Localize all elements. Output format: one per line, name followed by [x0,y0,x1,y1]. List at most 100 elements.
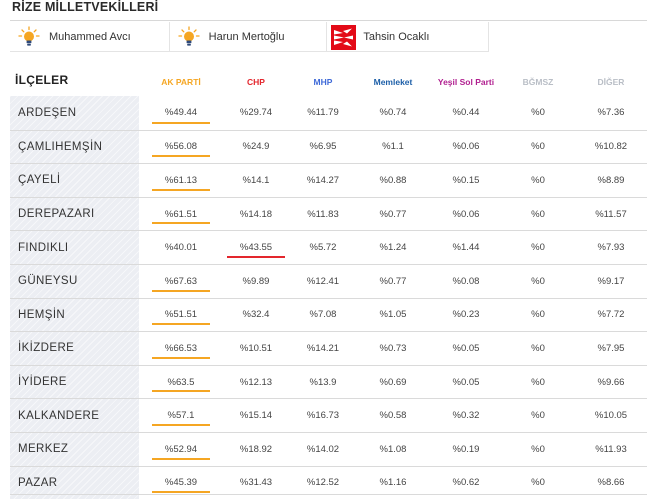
vote-share-yesil-sol-parti: %0.15 [452,174,480,186]
vote-share-bagimsiz: %0 [531,443,545,455]
deputies-strip: Muhammed Avcı Harun Mertoğlu [10,22,489,52]
vote-share-ak-parti: %56.08 [164,141,198,153]
vote-share-bagimsiz: %0 [531,174,545,186]
district-cell: GÜNEYSU [10,264,139,298]
column-header-yesil-sol-parti: Yeşil Sol Parti [437,77,495,87]
vote-share-diger: %8.89 [597,174,625,186]
district-name: DEREPAZARI [18,208,95,221]
vote-share-diger: %11.93 [595,443,627,455]
vote-share-mhp: %14.21 [306,342,340,354]
vote-share-chp: %31.43 [239,477,273,489]
vote-share-mhp: %14.02 [306,443,340,455]
vote-share-yesil-sol-parti: %0.23 [452,309,480,321]
district-cell: ARDEŞEN [10,96,139,130]
vote-share-chp: %14.18 [239,208,273,220]
table-row[interactable]: DEREPAZARI %61.51 %14.18 %11.83 %0.77 %0.06 %0… [10,196,647,231]
deputy-card[interactable]: Tahsin Ocaklı [327,22,488,52]
vote-share-memleket: %1.16 [379,477,407,489]
table-row[interactable]: ÇAMLIHEMŞİN %56.08 %24.9 %6.95 %1.1 %0.06 %0 %1… [10,129,647,164]
table-row[interactable]: GÜNEYSU %67.63 %9.89 %12.41 %0.77 %0.08 %0 %9.1… [10,263,647,298]
table-row[interactable]: İKİZDERE %66.53 %10.51 %14.21 %0.73 %0.05 %0 %7… [10,331,647,365]
vote-share-ak-parti: %45.39 [164,477,198,489]
vote-share-bagimsiz: %0 [531,477,545,489]
table-row[interactable]: FINDIKLI %40.01 %43.55 %5.72 %1.24 %1.44 %0 %7.… [10,230,647,264]
vote-share-memleket: %1.05 [379,309,407,321]
deputy-card[interactable]: Harun Mertoğlu [170,22,328,52]
vote-share-ak-parti: %52.94 [164,443,198,455]
table-row[interactable]: ARDEŞEN %49.44 %29.74 %11.79 %0.74 %0.44 %0 %7.… [10,96,647,130]
district-name: İYİDERE [18,376,67,389]
vote-share-ak-parti: %57.1 [167,410,195,422]
vote-share-yesil-sol-parti: %0.05 [452,376,480,388]
table-row[interactable]: PAZAR %45.39 %31.43 %12.52 %1.16 %0.62 %0 %8.66 [10,465,647,500]
results-table: ARDEŞEN %49.44 %29.74 %11.79 %0.74 %0.44 %0 %7.… [10,96,647,500]
vote-share-memleket: %1.1 [382,141,404,153]
vote-share-diger: %7.95 [597,342,625,354]
vote-share-yesil-sol-parti: %0.08 [452,275,480,287]
district-name: ÇAMLIHEMŞİN [18,140,103,153]
vote-share-bagimsiz: %0 [531,275,545,287]
table-row[interactable]: MERKEZ %52.94 %18.92 %14.02 %1.08 %0.19 %0 %11.… [10,431,647,466]
vote-share-yesil-sol-parti: %0.62 [452,477,480,489]
deputy-name: Muhammed Avcı [49,31,131,43]
vote-share-mhp: %13.9 [309,376,337,388]
vote-share-chp: %10.51 [239,342,273,354]
vote-share-chp: %12.13 [239,376,273,388]
vote-share-chp: %24.9 [242,141,270,153]
vote-share-bagimsiz: %0 [531,208,545,220]
table-row[interactable]: KALKANDERE %57.1 %15.14 %16.73 %0.58 %0.32 %0%… [10,398,647,432]
vote-share-ak-parti: %67.63 [164,275,198,287]
vote-share-chp: %43.55 [239,242,273,254]
district-cell: ÇAYELİ [10,164,139,197]
vote-share-bagimsiz: %0 [531,410,545,422]
district-cell: ÇAMLIHEMŞİN [10,130,139,164]
vote-share-ak-parti: %66.53 [164,342,198,354]
vote-share-mhp: %5.72 [309,242,337,254]
vote-share-mhp: %11.83 [307,208,339,220]
column-header-mhp: MHP [313,77,333,87]
vote-share-diger: %9.66 [597,376,625,388]
column-header-memleket: Memleket [373,77,413,87]
vote-share-memleket: %0.69 [379,376,407,388]
winner-underline [227,255,285,258]
winner-underline [152,188,210,191]
vote-share-memleket: %0.58 [379,410,407,422]
column-header-chp: CHP [247,77,265,87]
vote-share-bagimsiz: %0 [531,342,545,354]
vote-share-diger: %7.72 [597,309,625,321]
deputy-card[interactable]: Muhammed Avcı [10,22,170,52]
vote-share-mhp: %6.95 [309,141,337,153]
vote-share-yesil-sol-parti: %0.05 [452,342,480,354]
vote-share-diger: %7.93 [597,242,625,254]
vote-share-chp: %14.1 [242,174,270,186]
district-cell: HEMŞİN [10,298,139,332]
vote-share-bagimsiz: %0 [531,141,545,153]
winner-underline [152,289,210,292]
vote-share-memleket: %1.24 [379,242,407,254]
district-cell: DEREPAZARI [10,197,139,231]
vote-share-memleket: %0.77 [379,208,407,220]
vote-share-chp: %15.14 [239,410,273,422]
vote-share-diger: %10.82 [594,141,628,153]
district-cell: MERKEZ [10,432,139,466]
table-row[interactable]: İYİDERE %63.5 %12.13 %13.9 %0.69 %0.05 %0 %9.66 [10,364,647,399]
vote-share-yesil-sol-parti: %0.32 [452,410,480,422]
vote-share-diger: %10.05 [594,410,628,422]
winner-underline [152,390,210,393]
vote-share-mhp: %7.08 [309,309,337,321]
vote-share-diger: %9.17 [597,275,625,287]
vote-share-chp: %32.4 [242,309,270,321]
vote-share-memleket: %0.73 [379,342,407,354]
vote-share-ak-parti: %51.51 [164,309,198,321]
winner-underline [152,423,210,426]
table-row[interactable]: HEMŞİN %51.51 %32.4 %7.08 %1.05 %0.23 %0 %7.72 [10,297,647,332]
district-name: HEMŞİN [18,308,66,321]
vote-share-mhp: %11.79 [307,107,339,119]
winner-underline [152,323,210,326]
district-name: İKİZDERE [18,342,75,355]
district-name: PAZAR [18,476,58,489]
vote-share-ak-parti: %63.5 [167,376,195,388]
page-title: RİZE MİLLETVEKİLLERİ [12,0,159,14]
column-header-diger: DİĞER [597,77,625,87]
table-row[interactable]: ÇAYELİ %61.13 %14.1 %14.27 %0.88 %0.15 %0 %8.89 [10,163,647,197]
